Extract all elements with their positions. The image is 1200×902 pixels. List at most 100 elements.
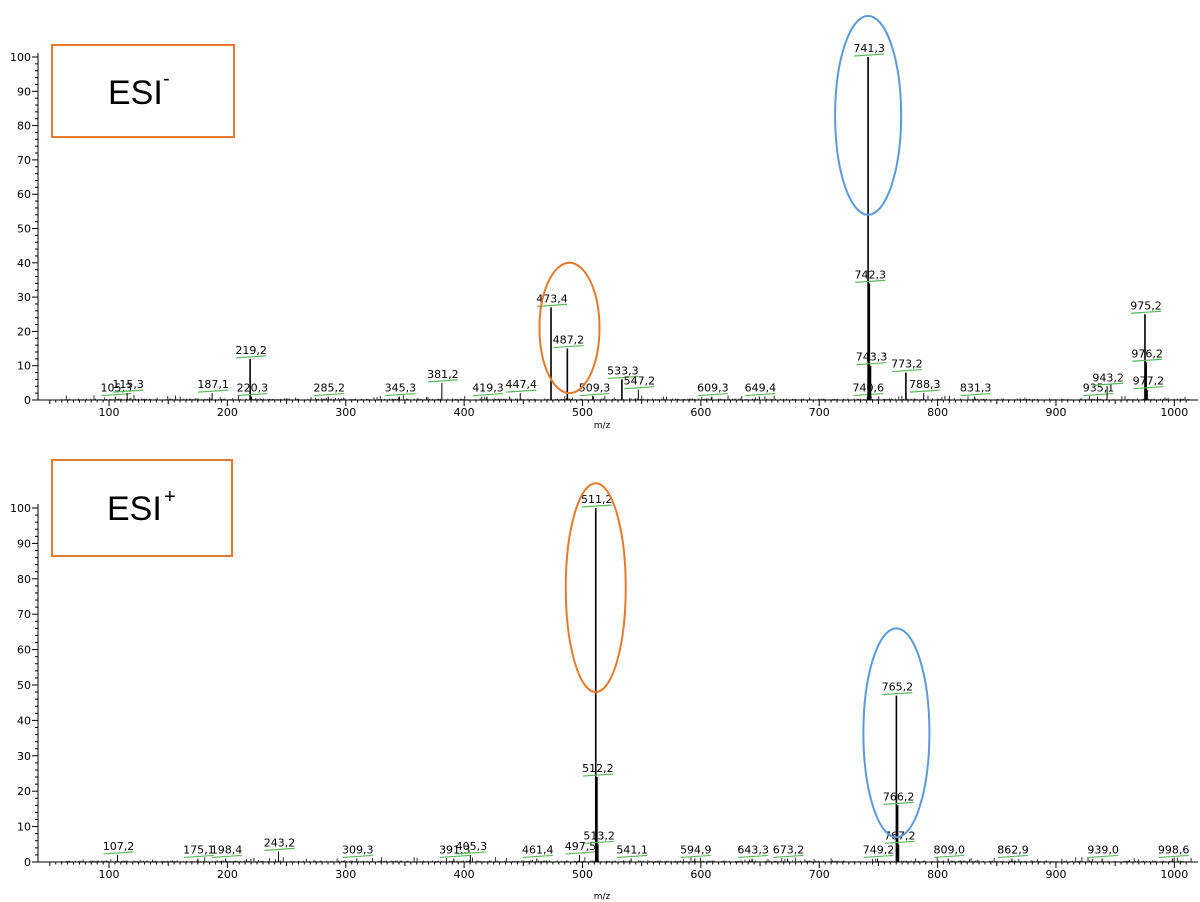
ionization-label-box	[51, 44, 235, 138]
peak-label-tick	[427, 379, 458, 383]
peak-label-tick	[884, 840, 915, 844]
peak-label-tick	[237, 392, 268, 397]
x-tick-label: 600	[690, 868, 711, 881]
peak-label: 788,3	[909, 378, 941, 391]
peak-label: 219,2	[235, 344, 267, 357]
peak-label-tick	[579, 392, 610, 397]
peak-label-tick	[680, 854, 711, 859]
peak-label-tick	[506, 389, 537, 393]
peak-label: 175,1	[183, 843, 215, 856]
peak-label-tick	[855, 279, 886, 283]
y-tick-label: 60	[17, 188, 31, 201]
peak-label-tick	[456, 851, 487, 855]
peak-label: 943,2	[1092, 371, 1124, 384]
peak-label-tick	[553, 344, 584, 349]
y-tick-label: 0	[24, 856, 31, 869]
peak-label: 765,2	[882, 681, 914, 694]
peak-label-tick	[607, 375, 638, 380]
peak-label-tick	[1133, 386, 1164, 390]
peak-label-tick	[697, 392, 728, 397]
peak-label-tick	[863, 854, 894, 859]
x-tick-label: 300	[335, 406, 356, 419]
orange-highlight-ellipse	[538, 261, 601, 395]
peak-label: 405,3	[456, 840, 488, 853]
peak-label: 643,3	[737, 843, 769, 856]
x-tick-label: 200	[217, 868, 238, 881]
peak-label-tick	[183, 854, 214, 859]
ionization-polarity: +	[164, 486, 176, 508]
x-tick-label: 900	[1045, 868, 1066, 881]
peak-label-tick	[198, 389, 229, 393]
peak-label-tick	[211, 854, 242, 859]
y-tick-label: 90	[17, 537, 31, 550]
peak-label: 511,2	[581, 493, 613, 506]
peak-label-tick	[624, 386, 655, 390]
esi-positive-spectrum: 0 10 20 30 40 50 60 70 80 90 100 100 200 300 400 500 600…	[10, 459, 1198, 902]
esi-negative-spectrum: 0 10 20 30 40 50 60 70 80 90 100 100 200 300 400 500 600…	[10, 14, 1198, 431]
peak-label: 115,3	[112, 378, 144, 391]
peak-label: 512,2	[582, 762, 614, 775]
peak-label: 419,3	[472, 382, 504, 395]
peak-label-tick	[883, 801, 914, 805]
y-tick-label: 10	[17, 821, 31, 834]
peak-label: 447,4	[505, 378, 537, 391]
peak-label: 381,2	[427, 368, 459, 381]
blue-highlight-ellipse	[862, 627, 931, 839]
y-tick-label: 0	[24, 394, 31, 407]
peak-label: 309,3	[342, 843, 374, 856]
peak-label-tick	[342, 854, 373, 859]
peak-label-tick	[1083, 392, 1114, 397]
y-tick-label: 80	[17, 120, 31, 133]
peak-label-tick	[738, 854, 769, 859]
baseline-noise	[61, 857, 1192, 862]
peak-label: 741,3	[853, 42, 885, 55]
peak-label-tick	[236, 355, 267, 359]
peak-label-tick	[113, 389, 144, 393]
peak-label-tick	[581, 504, 612, 508]
peak-label-tick	[584, 840, 615, 844]
peak-label: 766,2	[883, 790, 915, 803]
x-axis-title: m/z	[594, 421, 611, 431]
peak-label: 513,2	[583, 829, 615, 842]
x-tick-label: 800	[927, 406, 948, 419]
x-tick-label: 100	[99, 868, 120, 881]
peak-label: 243,2	[264, 836, 296, 849]
x-tick-label: 1000	[1160, 406, 1188, 419]
peak-label-tick	[103, 851, 134, 855]
peak-label-tick	[909, 389, 940, 393]
x-tick-label: 400	[454, 868, 475, 881]
x-tick-label: 500	[572, 868, 593, 881]
peak-label: 809,0	[933, 843, 965, 856]
peak-label: 743,3	[856, 351, 888, 364]
peak-label-tick	[565, 851, 596, 855]
y-tick-label: 100	[10, 502, 31, 515]
y-tick-label: 50	[17, 223, 31, 236]
ionization-label: ESI	[108, 74, 163, 112]
peak-label-tick	[1130, 310, 1162, 314]
x-tick-label: 800	[927, 868, 948, 881]
y-tick-label: 20	[17, 325, 31, 338]
peak-label: 487,2	[553, 334, 585, 347]
peak-label: 187,1	[197, 378, 229, 391]
x-tick-label: 700	[809, 406, 830, 419]
peak-label: 673,2	[773, 843, 805, 856]
peak-label-tick	[745, 392, 776, 397]
y-tick-label: 70	[17, 154, 31, 167]
peak-label-tick	[998, 854, 1029, 859]
peak-label: 509,3	[579, 382, 611, 395]
peak-label: 285,2	[313, 382, 345, 395]
y-tick-label: 100	[10, 51, 31, 64]
peak-label: 594,9	[680, 843, 712, 856]
y-tick-label: 30	[17, 291, 31, 304]
peak-label-tick	[773, 854, 804, 859]
y-tick-label: 10	[17, 360, 31, 373]
peak-label: 975,2	[1130, 299, 1162, 312]
x-tick-label: 700	[809, 868, 830, 881]
peak-label: 976,2	[1131, 347, 1163, 360]
x-tick-label: 100	[99, 406, 120, 419]
y-tick-label: 40	[17, 257, 31, 270]
y-tick-label: 30	[17, 750, 31, 763]
peak-label: 609,3	[697, 382, 729, 395]
peak-label-tick	[882, 692, 913, 696]
